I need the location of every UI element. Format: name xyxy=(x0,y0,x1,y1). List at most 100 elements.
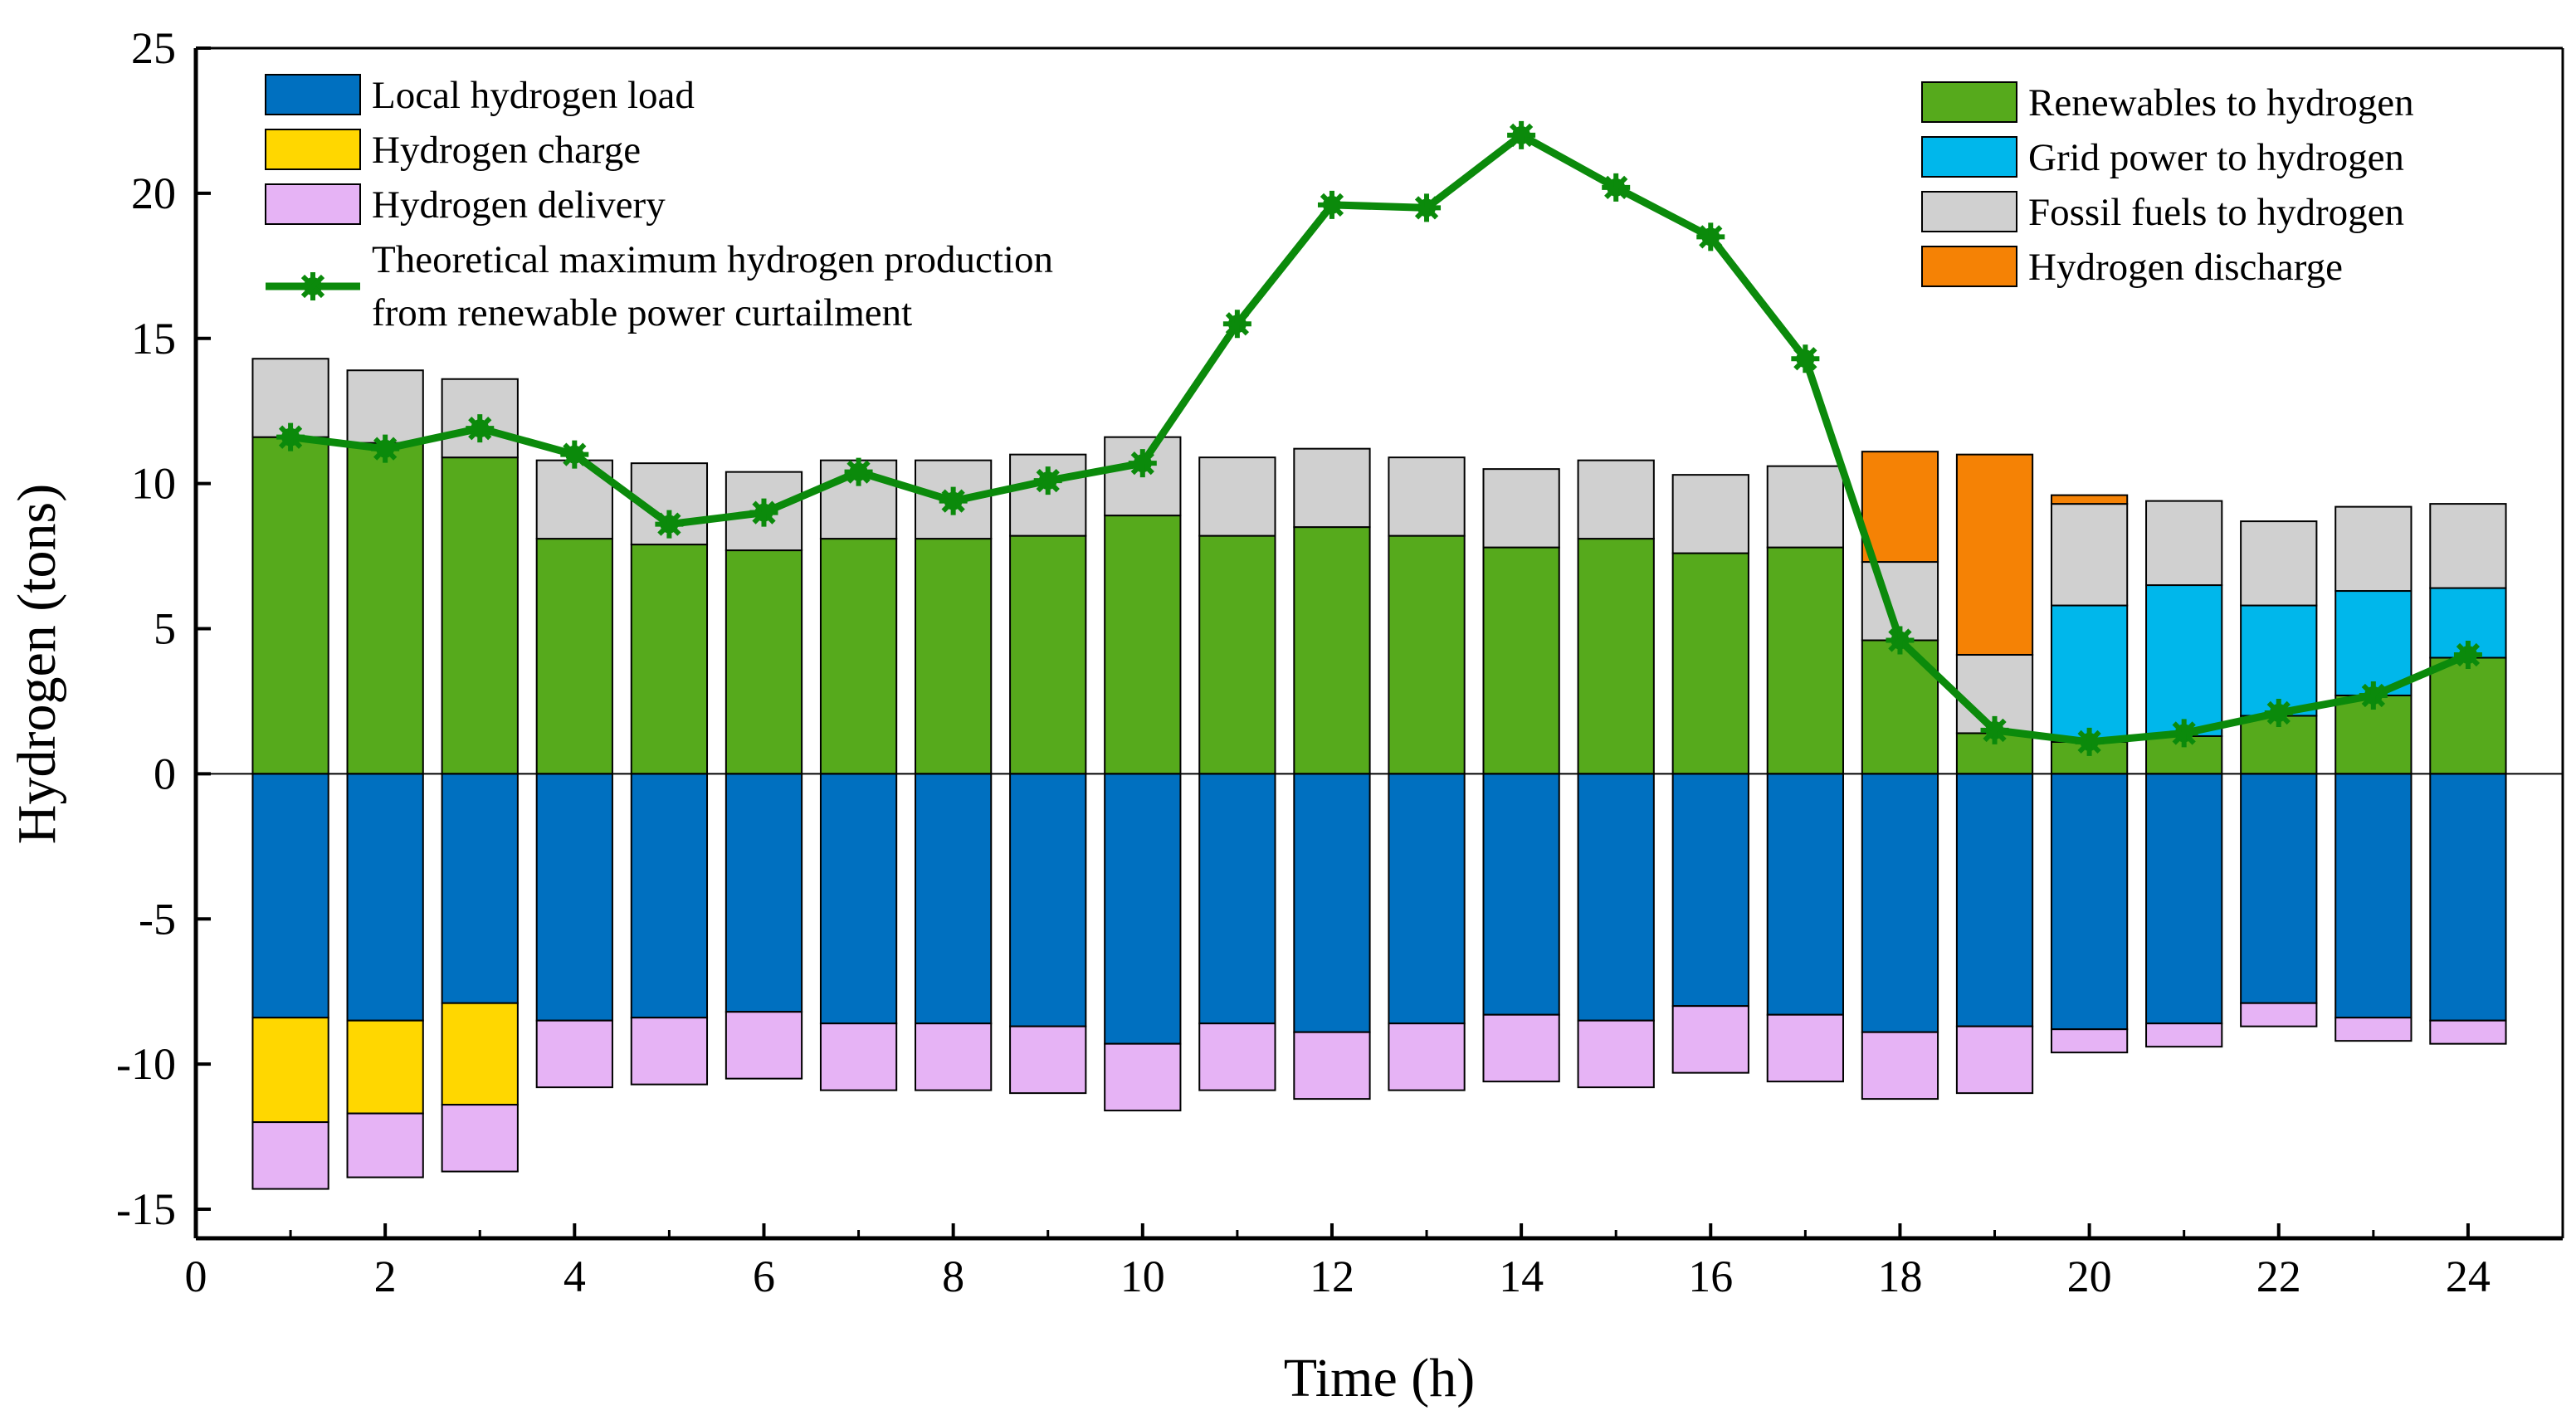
line-marker-h21 xyxy=(2169,719,2198,748)
line-marker-h12 xyxy=(1317,190,1346,219)
legend-right-hydrogen-discharge-label: Hydrogen discharge xyxy=(2028,246,2343,289)
y-tick-label-10: 10 xyxy=(131,459,176,509)
x-tick-label-12: 12 xyxy=(1310,1252,1354,1301)
line-marker-h4 xyxy=(560,440,589,469)
bar-renewables-to-hydrogen-h10 xyxy=(1104,515,1182,775)
bar-renewables-to-hydrogen-h17 xyxy=(1766,546,1844,775)
bar-hydrogen-delivery-h21 xyxy=(2145,1022,2223,1048)
bar-hydrogen-charge-h1 xyxy=(251,1017,329,1124)
line-marker-h14-ray xyxy=(1509,123,1534,148)
bar-renewables-to-hydrogen-h24 xyxy=(2429,656,2507,775)
bar-local-hydrogen-load-h11 xyxy=(1198,773,1276,1025)
y-axis-title: Hydrogen (tons) xyxy=(7,484,67,844)
x-tick-label-24: 24 xyxy=(2446,1252,2491,1301)
line-marker-h24-ray xyxy=(2456,642,2481,667)
bar-hydrogen-delivery-h16 xyxy=(1671,1005,1749,1074)
bar-fossil-fuels-to-hydrogen-h23 xyxy=(2334,505,2413,593)
bar-hydrogen-delivery-h12 xyxy=(1293,1031,1371,1100)
y-tick-label-15: 15 xyxy=(131,314,176,364)
line-marker-h13-ray xyxy=(1414,196,1439,220)
bar-local-hydrogen-load-h21 xyxy=(2145,773,2223,1025)
bar-local-hydrogen-load-h20 xyxy=(2050,773,2129,1031)
line-marker-h22-ray xyxy=(2266,700,2291,725)
bar-renewables-to-hydrogen-h5 xyxy=(630,544,709,775)
legend-right-renewables-to-hydrogen-swatch xyxy=(1921,81,2017,123)
x-tick-label-8: 8 xyxy=(942,1252,964,1301)
line-marker-h14 xyxy=(1507,120,1536,149)
line-marker-h24 xyxy=(2453,640,2482,669)
bar-fossil-fuels-to-hydrogen-h17 xyxy=(1766,465,1844,549)
bar-fossil-fuels-to-hydrogen-h22 xyxy=(2240,520,2318,607)
line-marker-h9 xyxy=(1033,466,1062,495)
bar-renewables-to-hydrogen-h13 xyxy=(1388,534,1466,775)
bar-hydrogen-discharge-h19 xyxy=(1955,453,2034,656)
legend-left-hydrogen-charge-label: Hydrogen charge xyxy=(372,129,641,172)
x-tick-label-14: 14 xyxy=(1499,1252,1544,1301)
x-tick-label-4: 4 xyxy=(564,1252,586,1301)
line-marker-h3-ray xyxy=(468,417,492,441)
bar-hydrogen-delivery-h20 xyxy=(2050,1028,2129,1054)
x-tick-label-10: 10 xyxy=(1120,1252,1165,1301)
line-marker-h10-ray xyxy=(1130,451,1154,476)
line-marker-h1 xyxy=(276,422,305,451)
bar-hydrogen-delivery-h1 xyxy=(251,1121,329,1190)
legend-right-grid-power-to-hydrogen-swatch xyxy=(1921,136,2017,178)
bar-grid-power-to-hydrogen-h20 xyxy=(2050,604,2129,743)
bar-grid-power-to-hydrogen-h21 xyxy=(2145,584,2223,737)
bar-hydrogen-charge-h2 xyxy=(346,1019,424,1115)
legends: Local hydrogen load Hydrogen charge Hydrog… xyxy=(265,74,2414,334)
bar-fossil-fuels-to-hydrogen-h24 xyxy=(2429,503,2507,589)
y-tick-label-0: 0 xyxy=(154,749,176,798)
y-tick-label-25: 25 xyxy=(131,23,176,73)
line-marker-h12-ray xyxy=(1320,193,1344,217)
line-marker-h23-ray xyxy=(2361,683,2385,708)
line-marker-h21-ray xyxy=(2172,721,2196,745)
line-marker-h3 xyxy=(466,414,495,443)
bar-local-hydrogen-load-h7 xyxy=(819,773,898,1025)
legend-left-hydrogen-delivery-label: Hydrogen delivery xyxy=(372,183,666,227)
x-tick-label-16: 16 xyxy=(1688,1252,1733,1301)
bar-renewables-to-hydrogen-h7 xyxy=(819,538,898,775)
legend-left-theoretical-maximum-hydrogen-production-label: Theoretical maximum hydrogen production xyxy=(372,238,1053,281)
x-tick-label-18: 18 xyxy=(1877,1252,1922,1301)
line-marker-h5 xyxy=(655,510,684,539)
x-tick-label-0: 0 xyxy=(185,1252,207,1301)
line-marker-h1-ray xyxy=(278,425,303,449)
bar-hydrogen-delivery-h13 xyxy=(1388,1022,1466,1091)
line-marker-h10 xyxy=(1128,449,1157,478)
line-marker-h19 xyxy=(1980,715,2009,744)
bar-renewables-to-hydrogen-h15 xyxy=(1577,538,1655,775)
bar-hydrogen-delivery-h22 xyxy=(2240,1002,2318,1027)
bar-local-hydrogen-load-h17 xyxy=(1766,773,1844,1016)
bar-local-hydrogen-load-h9 xyxy=(1009,773,1087,1027)
legend-right-hydrogen-discharge-swatch xyxy=(1921,246,2017,287)
bar-local-hydrogen-load-h24 xyxy=(2429,773,2507,1022)
line-marker-h6-ray xyxy=(752,500,776,525)
bar-local-hydrogen-load-h3 xyxy=(441,773,519,1004)
bar-local-hydrogen-load-h23 xyxy=(2334,773,2413,1019)
bar-hydrogen-delivery-h3 xyxy=(441,1104,519,1173)
bar-local-hydrogen-load-h22 xyxy=(2240,773,2318,1004)
bar-fossil-fuels-to-hydrogen-h12 xyxy=(1293,447,1371,529)
bar-local-hydrogen-load-h12 xyxy=(1293,773,1371,1033)
legend-right-renewables-to-hydrogen-label: Renewables to hydrogen xyxy=(2028,81,2414,124)
legend-left-theoretical-maximum-hydrogen-production-swatch-marker-ray xyxy=(300,274,325,299)
bar-local-hydrogen-load-h8 xyxy=(915,773,993,1025)
line-marker-h18 xyxy=(1886,626,1915,655)
line-marker-h15 xyxy=(1602,173,1631,202)
line-marker-h23 xyxy=(2359,681,2388,710)
bar-fossil-fuels-to-hydrogen-h14 xyxy=(1482,468,1560,549)
plot-area xyxy=(196,120,2563,1190)
bar-renewables-to-hydrogen-h3 xyxy=(441,456,519,775)
bar-hydrogen-delivery-h8 xyxy=(915,1022,993,1091)
bar-hydrogen-delivery-h2 xyxy=(346,1112,424,1179)
x-tick-label-6: 6 xyxy=(753,1252,775,1301)
bar-fossil-fuels-to-hydrogen-h21 xyxy=(2145,500,2223,587)
bar-renewables-to-hydrogen-h9 xyxy=(1009,534,1087,775)
bar-hydrogen-delivery-h24 xyxy=(2429,1019,2507,1045)
line-marker-h17 xyxy=(1791,344,1820,373)
legend-left-hydrogen-charge-swatch xyxy=(265,129,361,170)
line-marker-h2 xyxy=(371,434,400,463)
